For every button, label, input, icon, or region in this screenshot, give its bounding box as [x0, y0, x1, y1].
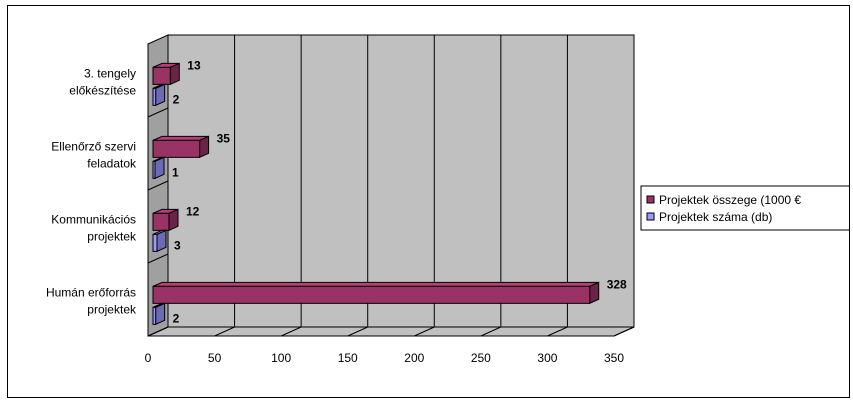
tick-label: 250: [471, 351, 491, 365]
bar-end: [589, 281, 600, 305]
floor-gridline: [480, 326, 502, 337]
floor-gridline: [147, 326, 169, 337]
floor-gridline: [214, 326, 235, 337]
bar: [152, 139, 201, 158]
chart-floor: [147, 326, 635, 337]
bar-end: [154, 156, 165, 180]
category-divider: [147, 107, 169, 118]
data-label: 3: [174, 238, 181, 252]
data-label: 2: [173, 311, 180, 325]
tick-label: 200: [404, 351, 424, 365]
bar: [152, 66, 171, 85]
data-label: 1: [172, 165, 179, 179]
bar: [152, 233, 158, 252]
bar: [152, 285, 591, 304]
category-divider: [147, 180, 169, 191]
bar-end: [155, 302, 166, 326]
legend-swatch: [646, 195, 655, 204]
data-label: 2: [173, 92, 180, 106]
chart-frame: 328 2 Humán erőforrás projektek 12 3 Kommuniká…: [7, 5, 850, 398]
bar-end: [199, 135, 210, 159]
tick-label: 50: [208, 351, 222, 365]
bar-end: [156, 229, 167, 253]
bar-end: [169, 62, 180, 86]
tick-label: 350: [604, 351, 624, 365]
floor-gridline: [547, 326, 568, 337]
bar: [152, 212, 170, 231]
bar: [152, 160, 156, 179]
category-label: Ellenőrző szervi: [51, 140, 136, 154]
tick-label: 0: [145, 351, 152, 365]
bar-top: [152, 281, 599, 287]
legend-label: Projektek száma (db): [659, 210, 772, 224]
legend-label: Projektek összege (1000 €: [659, 193, 801, 207]
data-label: 12: [186, 204, 200, 218]
chart-back-wall: [167, 34, 635, 328]
data-label: 328: [607, 277, 627, 291]
bar-end: [168, 208, 179, 232]
bar-end: [155, 83, 166, 107]
category-label: Humán erőforrás: [46, 286, 136, 300]
tick-label: 150: [338, 351, 358, 365]
category-label: projektek: [87, 303, 137, 317]
bar: [152, 306, 157, 325]
floor-gridline: [414, 326, 435, 337]
category-label: Kommunikációs: [51, 213, 136, 227]
category-divider: [147, 253, 169, 264]
floor-gridline: [613, 326, 635, 337]
data-label: 13: [187, 58, 201, 72]
floor-gridline: [280, 326, 302, 337]
category-label: projektek: [87, 230, 137, 244]
category-label: feladatok: [87, 157, 137, 171]
category-label: előkészítése: [69, 84, 136, 98]
data-label: 35: [217, 131, 231, 145]
bar: [152, 87, 157, 106]
legend-swatch: [646, 212, 655, 221]
tick-label: 100: [271, 351, 291, 365]
floor-gridline: [347, 326, 368, 337]
legend-box: [640, 185, 849, 231]
category-label: 3. tengely: [84, 67, 136, 81]
tick-label: 300: [537, 351, 557, 365]
